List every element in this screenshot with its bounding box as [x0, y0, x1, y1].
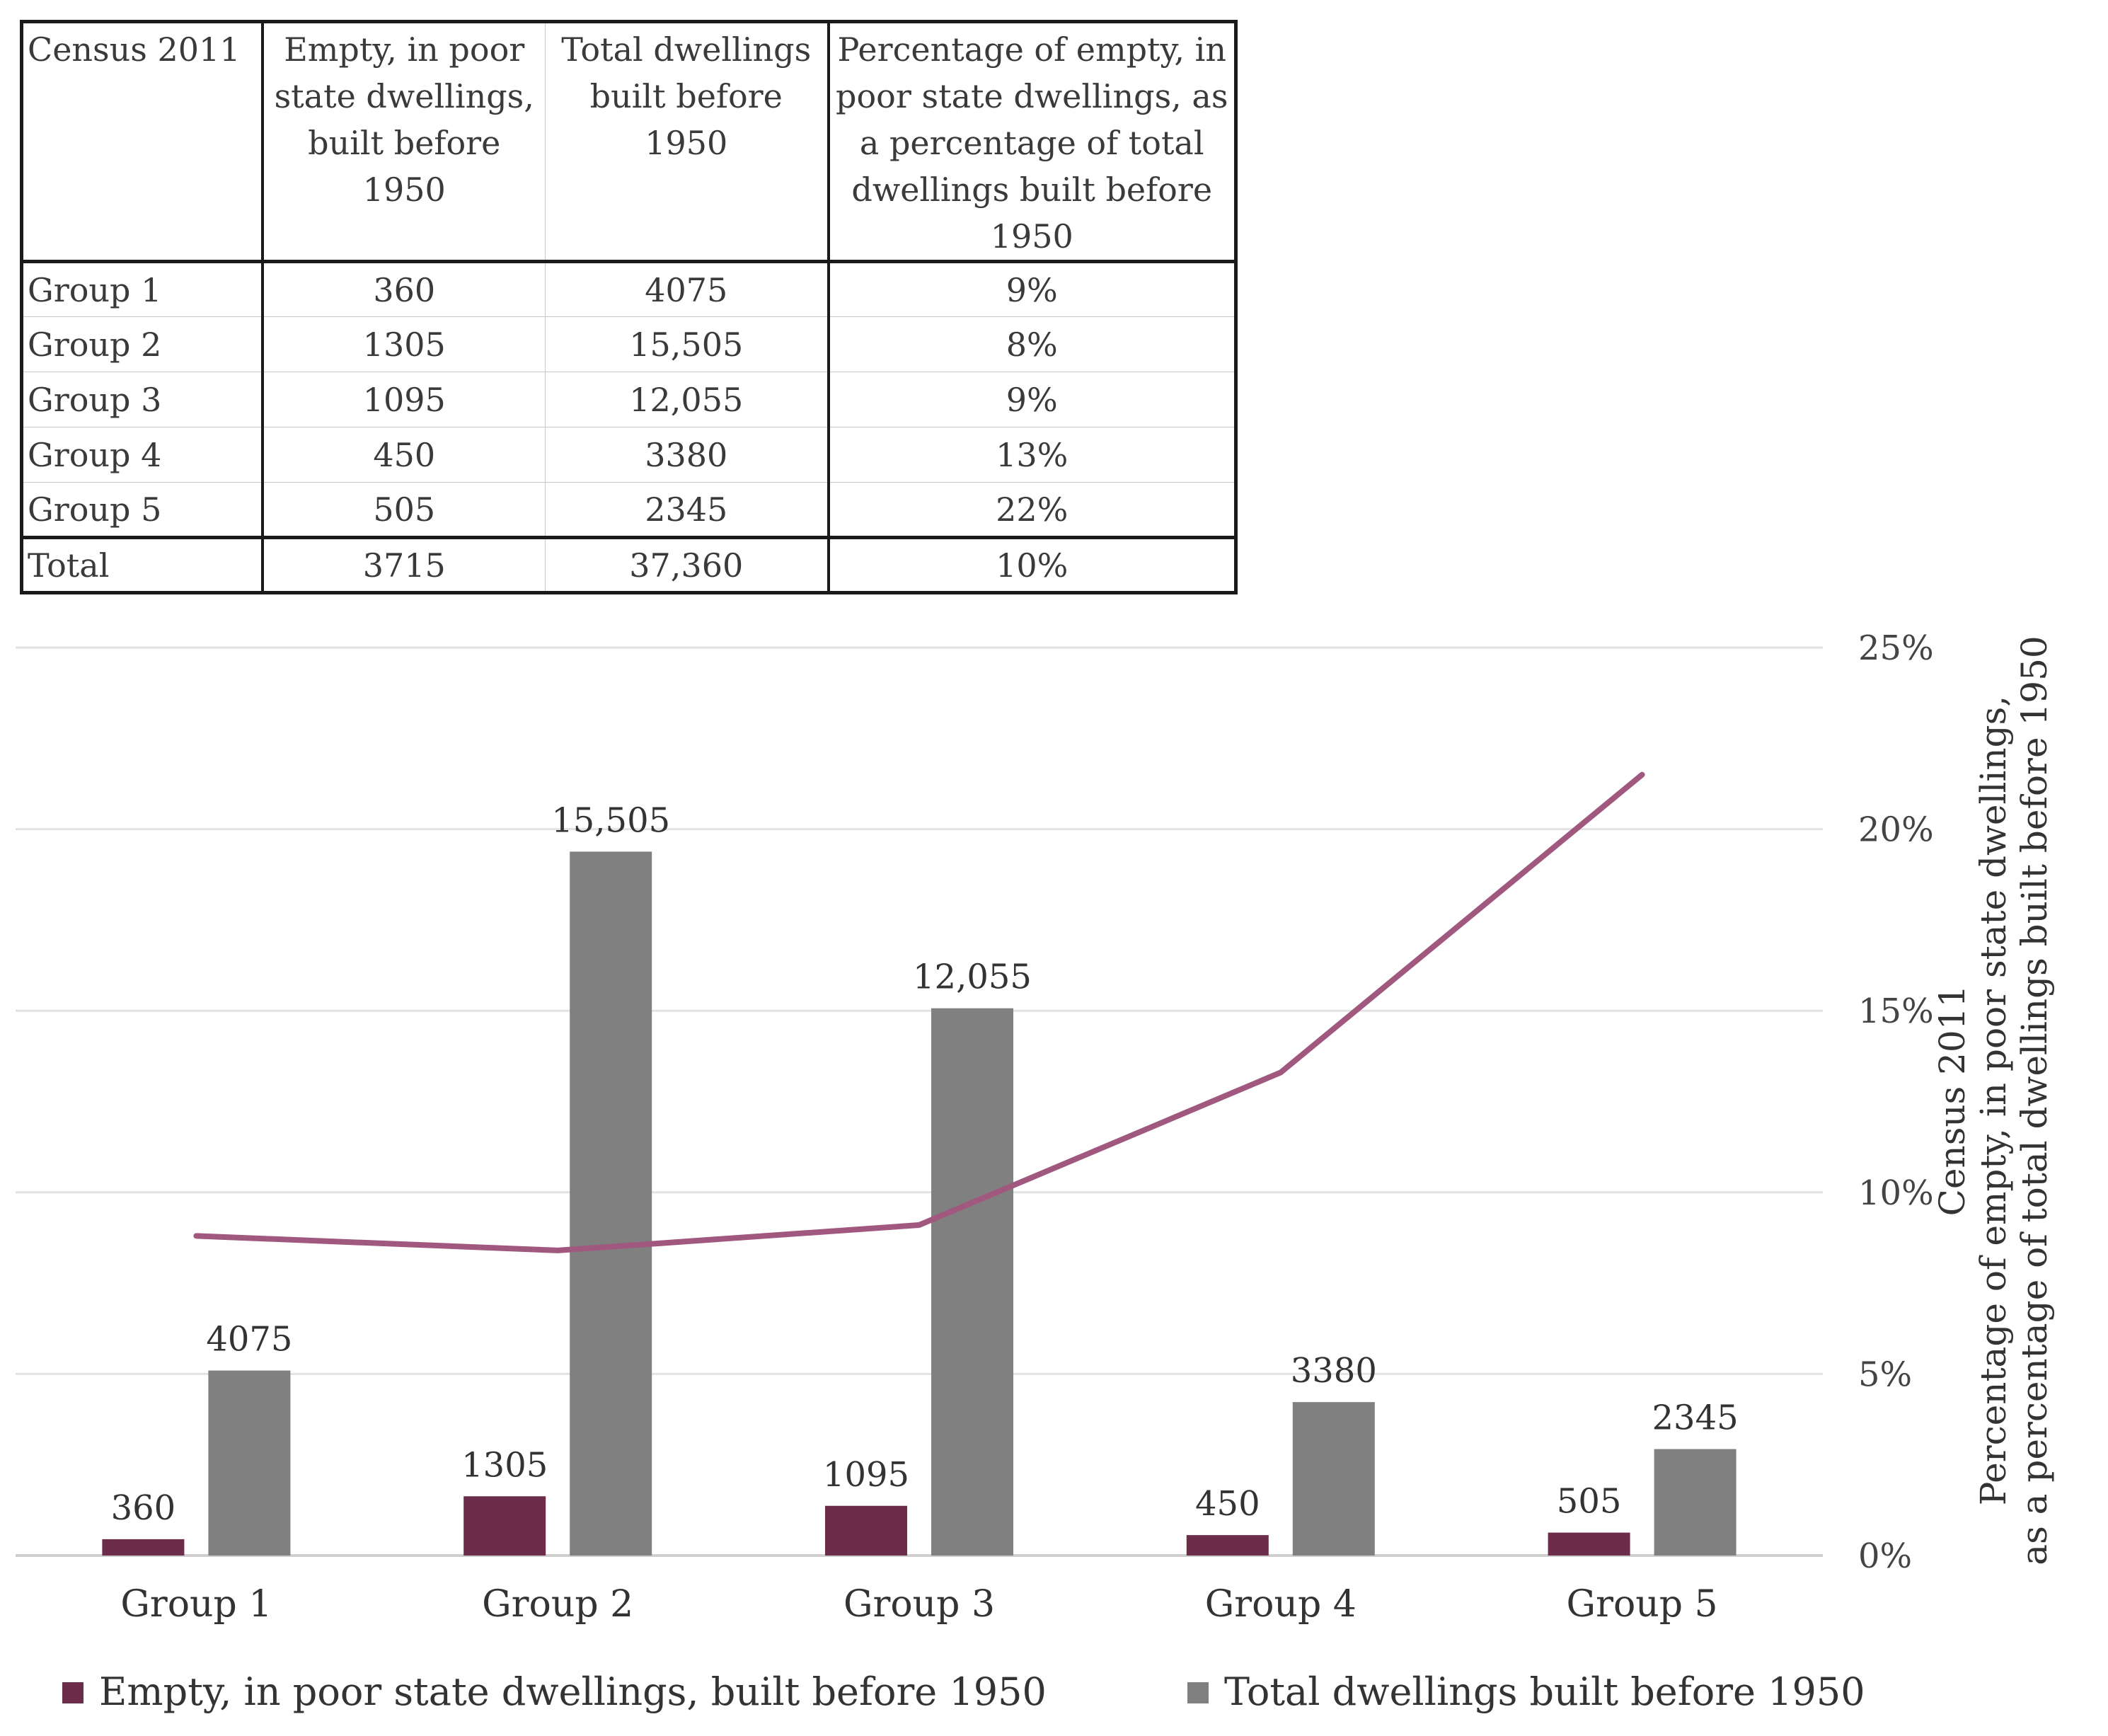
table-cell: Group 3 — [20, 372, 263, 427]
bar-total — [1654, 1449, 1736, 1556]
right-axis-title: Census 2011Percentage of empty, in poor … — [1932, 636, 2055, 1565]
header-cell: Empty, in poor state dwellings, built be… — [260, 20, 546, 263]
table-total-row: Total 3715 37,360 10% — [20, 536, 1238, 594]
right-tick-label: 15% — [1858, 991, 1934, 1031]
table-header-row: Census 2011 Empty, in poor state dwellin… — [20, 20, 1238, 263]
x-tick-label: Group 1 — [120, 1583, 272, 1626]
data-label: 12,055 — [913, 958, 1032, 997]
x-tick-label: Group 5 — [1567, 1583, 1718, 1626]
table-cell: 22% — [827, 482, 1238, 538]
header-cell: Total dwellings built before 1950 — [545, 20, 829, 263]
right-tick-label: 0% — [1858, 1536, 1912, 1576]
right-tick-label: 25% — [1858, 628, 1934, 668]
data-label: 450 — [1195, 1484, 1260, 1524]
table-cell: Group 5 — [20, 482, 263, 538]
x-tick-label: Group 3 — [843, 1583, 995, 1626]
right-tick-label: 20% — [1858, 810, 1934, 850]
table-cell: 4075 — [545, 261, 829, 317]
right-axis-title-line: Percentage of empty, in poor state dwell… — [1973, 696, 2014, 1505]
bar-empty — [825, 1505, 907, 1556]
right-tick-label: 5% — [1858, 1355, 1912, 1394]
data-label: 2345 — [1652, 1398, 1739, 1438]
bar-total — [1292, 1402, 1375, 1556]
table-row: Group 5 505 2345 22% — [20, 482, 1238, 538]
table-cell: Group 2 — [20, 316, 263, 372]
gridlines — [16, 646, 1823, 1557]
right-tick-label: 10% — [1858, 1173, 1934, 1213]
header-cell: Census 2011 — [20, 20, 263, 263]
data-label: 360 — [111, 1488, 176, 1528]
right-axis-title-line: Census 2011 — [1932, 985, 1973, 1217]
table-cell: 360 — [260, 261, 546, 317]
line-series — [193, 771, 1645, 1253]
axes: 0% 5% 10% 15% 20% 25% Group 1 Group 2 Group 3 Gro… — [120, 628, 2055, 1626]
table-cell: 505 — [260, 482, 546, 538]
table-cell: 2345 — [545, 482, 829, 538]
table-cell: Group 4 — [20, 427, 263, 483]
table-cell: 13% — [827, 427, 1238, 483]
table-cell: Total — [20, 536, 263, 594]
bar-empty — [102, 1539, 185, 1556]
table-cell: 3715 — [260, 536, 546, 594]
table-cell: 3380 — [545, 427, 829, 483]
bars — [102, 851, 1736, 1556]
table-cell: 10% — [827, 536, 1238, 594]
table-cell: 15,505 — [545, 316, 829, 372]
data-label: 505 — [1557, 1482, 1622, 1522]
bar-total — [570, 851, 652, 1556]
header-cell: Percentage of empty, in poor state dwell… — [827, 20, 1238, 263]
data-label: 3380 — [1291, 1351, 1377, 1391]
table-cell: 37,360 — [545, 536, 829, 594]
table-row: Group 1 360 4075 9% — [20, 261, 1238, 317]
data-label: 15,505 — [551, 800, 670, 840]
x-tick-label: Group 4 — [1205, 1583, 1357, 1626]
table-cell: 12,055 — [545, 372, 829, 427]
bar-total — [931, 1008, 1013, 1556]
data-label: 1305 — [461, 1445, 548, 1485]
right-axis-title-line: as a percentage of total dwellings built… — [2014, 636, 2055, 1565]
legend-swatch — [62, 1682, 83, 1703]
data-label: 1095 — [823, 1455, 909, 1495]
bar-total — [208, 1370, 291, 1556]
x-tick-label: Group 2 — [482, 1583, 633, 1626]
bar-empty — [463, 1496, 546, 1556]
census-table: Census 2011 Empty, in poor state dwellin… — [20, 20, 1238, 594]
table-row: Group 2 1305 15,505 8% — [20, 316, 1238, 372]
legend-label: Total dwellings built before 1950 — [1224, 1669, 1865, 1714]
bar-empty — [1186, 1535, 1269, 1556]
bar-empty — [1548, 1532, 1630, 1556]
table-cell: 1305 — [260, 316, 546, 372]
legend-swatch — [1187, 1682, 1209, 1703]
table-row: Group 4 450 3380 13% — [20, 427, 1238, 483]
data-label: 4075 — [206, 1320, 292, 1360]
legend: Empty, in poor state dwellings, built be… — [62, 1669, 1865, 1714]
legend-label: Empty, in poor state dwellings, built be… — [99, 1669, 1047, 1714]
table-cell: Group 1 — [20, 261, 263, 317]
line-percentage — [193, 771, 1645, 1253]
data-labels: 360 4075 1305 15,505 1095 12,055 450 3380 505 234… — [111, 800, 1739, 1528]
table-cell: 9% — [827, 261, 1238, 317]
